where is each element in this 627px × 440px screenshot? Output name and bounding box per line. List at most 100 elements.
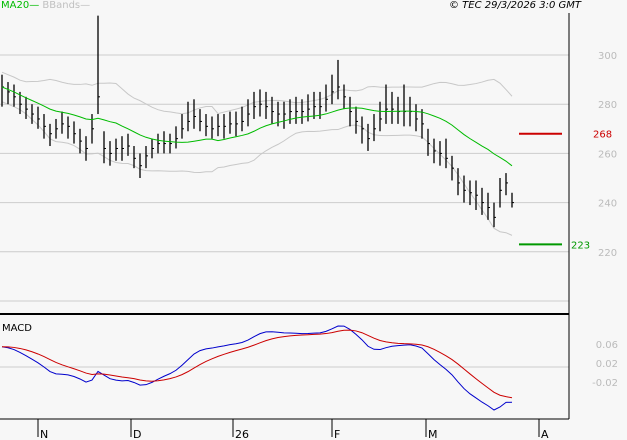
macd-signal-line [1, 329, 513, 399]
ohlc-bar [229, 111, 232, 134]
legend: MA20— BBands— [1, 0, 91, 11]
ohlc-bar [433, 138, 436, 164]
ohlc-bar [337, 59, 340, 100]
ma20-line [1, 86, 513, 167]
ohlc-bar [457, 168, 460, 196]
ohlc-bar [193, 99, 196, 129]
ohlc-bar [187, 101, 190, 132]
ohlc-bar [79, 128, 82, 154]
legend-ma20: MA20 [1, 0, 30, 11]
ohlc-bar [211, 116, 214, 139]
ohlc-bar [241, 106, 244, 132]
price-tick-label: 300 [598, 51, 617, 62]
ohlc-bar [475, 180, 478, 210]
ohlc-bar [415, 104, 418, 132]
ohlc-bar [379, 101, 382, 132]
ohlc-bar [199, 109, 202, 132]
ohlc-bar [175, 126, 178, 149]
ohlc-bar [235, 111, 238, 137]
macd-tick-label: -0.02 [592, 378, 618, 389]
ohlc-bar [145, 146, 148, 169]
ohlc-bar [7, 82, 10, 105]
ohlc-bar [373, 114, 376, 142]
ohlc-bar [403, 84, 406, 127]
ohlc-bar [325, 84, 328, 112]
ohlc-bar [397, 96, 400, 124]
ohlc-bar [109, 141, 112, 166]
level-label: 223 [571, 240, 590, 251]
ohlc-bar [151, 138, 154, 159]
ohlc-bar [289, 99, 292, 124]
ohlc-bar [391, 91, 394, 124]
ohlc-bar [25, 96, 28, 119]
ohlc-bar [511, 192, 514, 208]
ohlc-bar [121, 136, 124, 161]
bband-upper [1, 71, 513, 115]
ohlc-bar [307, 94, 310, 122]
ohlc-bar [43, 114, 46, 139]
macd-label: MACD [2, 323, 32, 334]
ohlc-bar [331, 74, 334, 105]
ohlc-bar [439, 141, 442, 166]
ohlc-bar [463, 175, 466, 203]
x-tick-label: M [428, 428, 438, 440]
ohlc-bar [265, 91, 268, 119]
x-tick-label: 26 [235, 428, 249, 440]
ohlc-bar [115, 138, 118, 161]
level-label: 268 [593, 130, 612, 141]
macd-line [1, 325, 513, 411]
ohlc-bar [421, 109, 424, 139]
ohlc-bar [37, 106, 40, 129]
price-tick-label: 220 [598, 248, 617, 259]
ohlc-bar [139, 153, 142, 178]
ohlc-bar [481, 187, 484, 215]
x-tick-label: A [541, 428, 549, 440]
ohlc-bar [313, 91, 316, 119]
x-tick-label: D [133, 428, 141, 440]
ohlc-bar [295, 96, 298, 124]
ohlc-bar [19, 91, 22, 115]
price-tick-label: 280 [598, 100, 617, 111]
ohlc-bar [73, 121, 76, 144]
ohlc-bar [253, 91, 256, 119]
macd-tick-label: 0.06 [596, 340, 618, 351]
ohlc-bar [49, 123, 52, 147]
ohlc-bar [355, 106, 358, 134]
ohlc-bar [127, 133, 130, 156]
ohlc-bar [271, 96, 274, 124]
ohlc-bar [319, 91, 322, 119]
price-tick-label: 240 [598, 199, 617, 210]
ohlc-bar [61, 111, 64, 134]
legend-bbands: BBands [42, 0, 81, 11]
ohlc-bar [103, 131, 106, 164]
ohlc-bar [427, 128, 430, 156]
ohlc-bar [493, 202, 496, 228]
ohlc-bar [505, 173, 508, 196]
ohlc-bar [361, 116, 364, 144]
ohlc-bar [349, 96, 352, 127]
ohlc-bar [157, 133, 160, 154]
x-tick-label: N [40, 428, 48, 440]
ohlc-bar [85, 136, 88, 161]
copyright: © TEC 29/3/2026 3:0 GMT [449, 0, 581, 11]
ohlc-bar [367, 123, 370, 151]
ohlc-bar [469, 180, 472, 206]
ohlc-bar [223, 114, 226, 139]
ohlc-bar [385, 84, 388, 124]
ohlc-bar [181, 114, 184, 139]
ohlc-bar [283, 101, 286, 129]
ohlc-bar [499, 178, 502, 208]
ohlc-bar [301, 99, 304, 124]
ohlc-bar [217, 114, 220, 137]
ohlc-bar [343, 84, 346, 110]
macd-tick-label: 0.02 [596, 359, 618, 370]
ohlc-bar [91, 114, 94, 144]
ohlc-bar [31, 104, 34, 124]
ohlc-bar [259, 89, 262, 117]
price-tick-label: 260 [598, 149, 617, 160]
ohlc-bar [163, 131, 166, 154]
ohlc-bar [133, 146, 136, 169]
ohlc-bar [451, 155, 454, 181]
